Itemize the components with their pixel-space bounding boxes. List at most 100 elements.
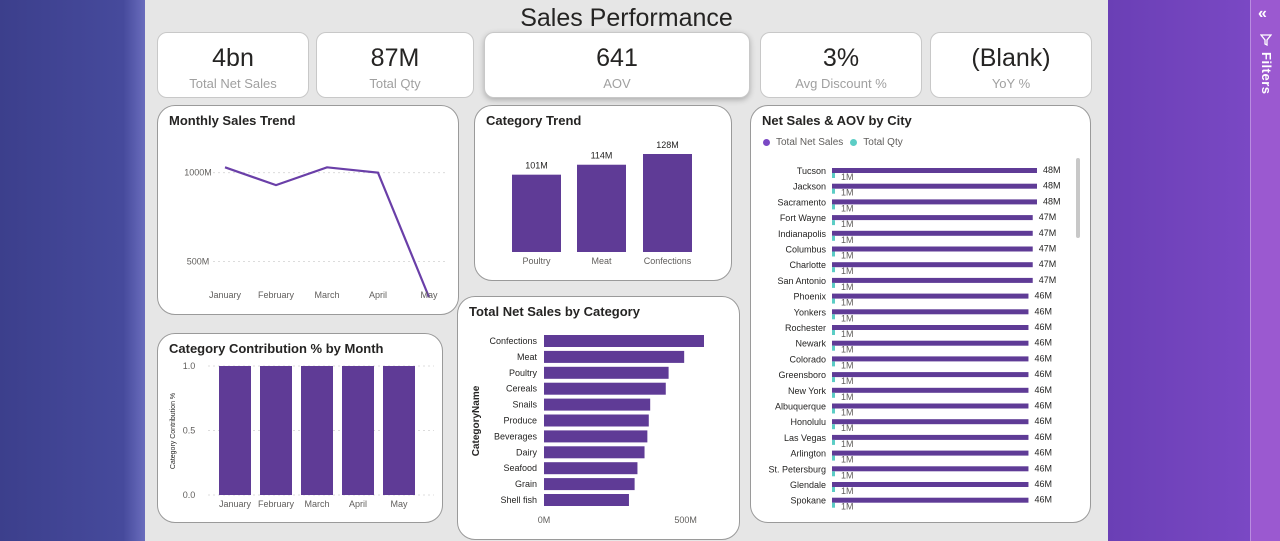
x-tick-label: May (420, 290, 438, 300)
y-tick-label: Confections (489, 336, 537, 346)
y-tick-label: 1.0 (183, 361, 196, 371)
category-trend-card[interactable]: Category Trend 101M Poultry 114M Meat 128M Co… (474, 105, 732, 281)
bar-total-net-sales (832, 419, 1029, 425)
data-label: 1M (841, 439, 854, 449)
bar (643, 154, 692, 252)
data-label: 1M (841, 266, 854, 276)
data-label: 46M (1034, 369, 1052, 379)
data-label: 46M (1034, 353, 1052, 363)
bar-total-net-sales (832, 450, 1029, 456)
bar-total-qty (832, 361, 835, 367)
y-tick-label: Meat (517, 352, 538, 362)
bar-total-qty (832, 188, 835, 194)
bar-total-net-sales (832, 372, 1029, 378)
bar-total-net-sales (832, 183, 1037, 189)
bar (544, 335, 704, 347)
chevron-double-left-icon[interactable]: « (1258, 5, 1267, 22)
kpi-card-avg-discount[interactable]: 3% Avg Discount % (760, 32, 922, 98)
bar-total-qty (832, 455, 835, 461)
x-tick-label: January (219, 499, 252, 509)
y-tick-label: Newark (795, 339, 826, 349)
bar (544, 350, 685, 363)
y-tick-label: Glendale (790, 480, 826, 490)
kpi-card-yoy[interactable]: (Blank) YoY % (930, 32, 1092, 98)
data-label: 46M (1034, 416, 1052, 426)
kpi-label: AOV (603, 76, 631, 91)
bar-total-qty (832, 408, 835, 414)
bar (544, 398, 651, 411)
kpi-card-total-qty[interactable]: 87M Total Qty (316, 32, 474, 98)
data-label: 1M (841, 282, 854, 292)
bar-total-qty (832, 298, 835, 304)
total-net-sales-by-category-card[interactable]: Total Net Sales by Category CategoryName… (457, 296, 740, 540)
data-label: 1M (841, 345, 854, 355)
bar-total-net-sales (832, 466, 1029, 472)
y-tick-label: Produce (503, 416, 537, 426)
visual-title: Category Contribution % by Month (169, 341, 384, 356)
data-label: 46M (1034, 479, 1052, 489)
y-tick-label: Fort Wayne (780, 213, 826, 223)
scrollbar-thumb (1076, 158, 1080, 238)
y-tick-label: Rochester (785, 323, 826, 333)
bar-total-net-sales (832, 340, 1029, 346)
kpi-label: Total Net Sales (189, 76, 277, 91)
monthly-sales-trend-chart: 1000M 500M January February March April May (184, 166, 448, 300)
kpi-card-aov[interactable]: 641 AOV (484, 32, 750, 98)
y-tick-label: Beverages (494, 431, 538, 441)
bar-total-net-sales (832, 215, 1033, 221)
x-tick-label: Confections (644, 256, 692, 266)
filters-pane[interactable]: « Filters (1250, 0, 1280, 541)
y-tick-label: Shell fish (500, 495, 537, 505)
kpi-value: 641 (596, 44, 638, 72)
bar (544, 366, 669, 379)
net-sales-aov-by-city-card[interactable]: Net Sales & AOV by City Total Net Sales … (750, 105, 1091, 523)
monthly-sales-trend-card[interactable]: Monthly Sales Trend 1000M 500M January Febr… (157, 105, 459, 315)
y-axis-title: Category Contribution % (170, 393, 177, 469)
bar (383, 366, 415, 495)
legend-marker (850, 139, 858, 146)
data-label: 101M (525, 161, 548, 171)
x-tick-label: February (258, 499, 295, 509)
bar-total-net-sales (832, 325, 1029, 330)
data-label: 46M (1034, 338, 1052, 348)
bar-total-qty (832, 377, 835, 383)
y-tick-label: Seafood (503, 463, 537, 473)
y-tick-label: 500M (187, 257, 210, 267)
net-sales-by-city-chart: Tucson 48M 1M Jackson 48M 1M Sacramento 48M 1M Fo… (768, 158, 1080, 512)
right-background-panel (1108, 0, 1250, 541)
kpi-value: 3% (822, 44, 860, 72)
visual-title: Monthly Sales Trend (169, 113, 296, 128)
data-label: 46M (1034, 401, 1052, 411)
data-label: 46M (1034, 306, 1052, 316)
x-tick-label: Poultry (522, 256, 551, 266)
x-tick-label: April (349, 499, 367, 509)
bar (342, 366, 374, 495)
bar-total-net-sales (832, 293, 1029, 299)
bar-total-net-sales (832, 356, 1029, 362)
bar (544, 446, 645, 459)
category-contribution-card[interactable]: Category Contribution % by Month 1.0 0.5 0… (157, 333, 443, 523)
data-label: 47M (1039, 275, 1057, 285)
total-net-sales-by-category-chart: CategoryName Confections Meat Poultry Cereal… (471, 335, 704, 525)
legend-label: Total Net Sales (776, 137, 844, 148)
bar-total-net-sales (832, 434, 1029, 440)
data-label: 1M (841, 470, 854, 480)
data-label: 1M (841, 298, 854, 308)
y-tick-label: Phoenix (793, 292, 826, 302)
data-label: 1M (841, 329, 854, 339)
x-tick-label: April (369, 290, 387, 300)
kpi-card-total-net-sales[interactable]: 4bn Total Net Sales (157, 32, 309, 98)
bar-total-net-sales (832, 277, 1033, 283)
bar-total-net-sales (832, 168, 1037, 173)
data-label: 1M (841, 486, 854, 496)
bar-total-net-sales (832, 482, 1029, 487)
bar (544, 414, 649, 427)
y-tick-label: 0.5 (183, 426, 196, 436)
y-tick-label: Honolulu (790, 417, 826, 427)
data-label: 1M (841, 172, 854, 182)
bar (544, 494, 629, 506)
y-tick-label: Las Vegas (784, 433, 827, 443)
visual-title: Total Net Sales by Category (469, 304, 640, 319)
bar (544, 382, 666, 395)
bar (512, 174, 561, 252)
